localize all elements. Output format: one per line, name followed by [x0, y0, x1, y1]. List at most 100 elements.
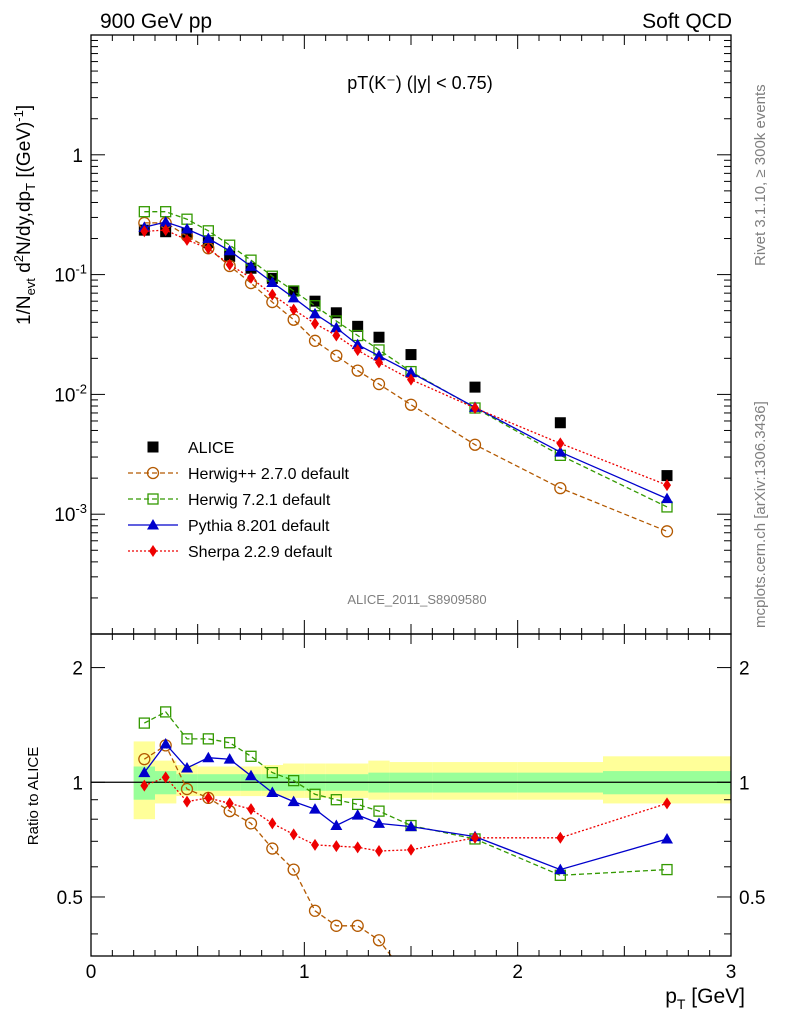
series-herwigpp [138, 216, 674, 538]
svg-text:pT [GeV]: pT [GeV] [665, 985, 745, 1012]
rivet-version-label: Rivet 3.1.10, ≥ 300k events [752, 84, 769, 266]
point-sherpa-6 [268, 288, 277, 301]
legend-marker [146, 466, 160, 480]
ratio-point-sherpa-13 [471, 831, 479, 844]
series-line-sherpa [144, 229, 668, 486]
ratio-point-herwig7-10 [352, 798, 364, 811]
ratio-point-pythia-3 [202, 751, 215, 763]
point-sherpa-14 [556, 437, 565, 450]
x-tick-label: 0 [86, 962, 97, 983]
legend-item-pythia: Pythia 8.201 default [128, 518, 330, 535]
point-sherpa-1 [161, 224, 170, 237]
ratio-y-axis-title: Ratio to ALICE [25, 747, 42, 845]
point-sherpa-7 [289, 303, 298, 316]
point-herwigpp-11 [372, 377, 386, 391]
ratio-point-herwigpp-0 [138, 753, 151, 766]
ratio-point-herwigpp-5 [244, 817, 258, 830]
ratio-point-herwig7-2 [181, 733, 193, 745]
ratio-point-sherpa-11 [375, 845, 383, 858]
point-sherpa-3 [204, 242, 213, 255]
point-herwigpp-8 [308, 334, 322, 347]
series-pythia [138, 215, 673, 504]
ratio-point-pythia-14 [554, 863, 567, 875]
ratio-y-tick-label-right: 2 [739, 659, 750, 680]
y-tick-label: 10-2 [54, 381, 87, 406]
point-pythia-6 [266, 276, 279, 287]
point-data-13 [469, 381, 481, 393]
ratio-point-herwigpp-12 [406, 976, 417, 987]
ratio-point-sherpa-9 [332, 840, 341, 853]
legend-label: Pythia 8.201 default [188, 518, 330, 535]
point-herwig7-15 [661, 501, 673, 513]
legend: ALICE Herwig++ 2.7.0 default Herwig 7.2.1 … [128, 440, 350, 561]
point-data-4 [224, 250, 236, 262]
point-herwigpp-9 [330, 349, 343, 362]
ratio-series-sherpa [140, 771, 671, 858]
legend-item-herwig7: Herwig 7.2.1 default [128, 492, 331, 509]
legend-marker [147, 493, 159, 505]
point-data-14 [554, 417, 566, 429]
series-line-pythia [144, 221, 668, 500]
ratio-point-pythia-10 [351, 809, 364, 820]
ratio-y-tick-label: 0.5 [57, 888, 83, 909]
ratio-point-herwig7-5 [245, 750, 257, 762]
ratio-point-herwigpp-6 [266, 842, 279, 855]
y-tick-label: 10-1 [54, 262, 87, 287]
point-herwigpp-12 [404, 398, 418, 411]
main-plot-panel: 10-3 10-2 10-1 1 [54, 34, 732, 635]
point-sherpa-15 [663, 479, 671, 492]
point-data-15 [661, 470, 673, 482]
header-category: Soft QCD [642, 10, 732, 33]
legend-label: Sherpa 2.2.9 default [188, 544, 333, 561]
ratio-point-sherpa-7 [289, 828, 298, 841]
ratio-point-herwigpp-8 [308, 904, 322, 917]
ratio-point-herwig7-15 [661, 863, 673, 876]
ratio-point-herwigpp-2 [180, 782, 194, 796]
ratio-plot-panel: 0.5 0.5 1 1 2 2 0 1 2 3 [57, 633, 765, 987]
main-frame [90, 34, 732, 635]
ratio-point-pythia-12 [405, 820, 417, 832]
legend-item-sherpa: Sherpa 2.2.9 default [128, 544, 333, 561]
point-herwigpp-13 [468, 438, 482, 451]
point-herwigpp-10 [351, 364, 364, 377]
ratio-point-pythia-9 [330, 819, 343, 831]
legend-item-data: ALICE [147, 440, 234, 457]
point-pythia-1 [159, 215, 172, 227]
point-pythia-12 [405, 366, 417, 378]
ratio-point-herwigpp-11 [372, 934, 386, 947]
y-tick-label: 1 [72, 146, 83, 167]
series-line-herwigpp [144, 222, 668, 532]
legend-label: Herwig 7.2.1 default [188, 492, 331, 509]
series-line-herwig7 [144, 211, 668, 508]
legend-marker [147, 441, 159, 453]
ratio-point-pythia-11 [373, 817, 385, 828]
x-tick-label: 1 [299, 962, 310, 983]
ratio-point-sherpa-4 [225, 797, 234, 810]
ratio-point-sherpa-12 [407, 843, 415, 856]
ratio-point-pythia-4 [223, 753, 236, 764]
point-pythia-11 [373, 349, 385, 361]
point-herwigpp-7 [287, 313, 300, 326]
ratio-point-sherpa-1 [161, 771, 170, 784]
ratio-point-pythia-8 [309, 803, 321, 814]
ratio-x-ticks: 0 1 2 3 [86, 634, 736, 983]
ratio-line-sherpa [144, 776, 668, 852]
ratio-point-herwigpp-14 [555, 976, 566, 987]
ratio-point-herwig7-4 [224, 737, 236, 749]
ratio-y-tick-label-right: 0.5 [739, 888, 765, 909]
point-pythia-10 [351, 338, 364, 350]
point-sherpa-4 [225, 258, 234, 271]
svg-text:1/Nevt d2N/dy,dpT [(GeV)-1]: 1/Nevt d2N/dy,dpT [(GeV)-1] [11, 105, 38, 325]
analysis-label: ALICE_2011_S8909580 [347, 592, 486, 607]
ratio-point-herwigpp-7 [287, 863, 300, 876]
ratio-y-tick-label: 2 [72, 659, 83, 680]
main-y-axis-title: 1/Nevt d2N/dy,dpT [(GeV)-1] [11, 105, 38, 325]
point-sherpa-5 [247, 271, 255, 284]
ratio-point-sherpa-10 [353, 841, 362, 854]
point-sherpa-2 [183, 233, 191, 246]
ratio-point-sherpa-8 [311, 838, 319, 851]
point-pythia-14 [554, 446, 567, 457]
ratio-y-tick-label-right: 1 [739, 773, 750, 794]
point-pythia-4 [223, 244, 236, 256]
ratio-point-pythia-5 [245, 769, 257, 781]
